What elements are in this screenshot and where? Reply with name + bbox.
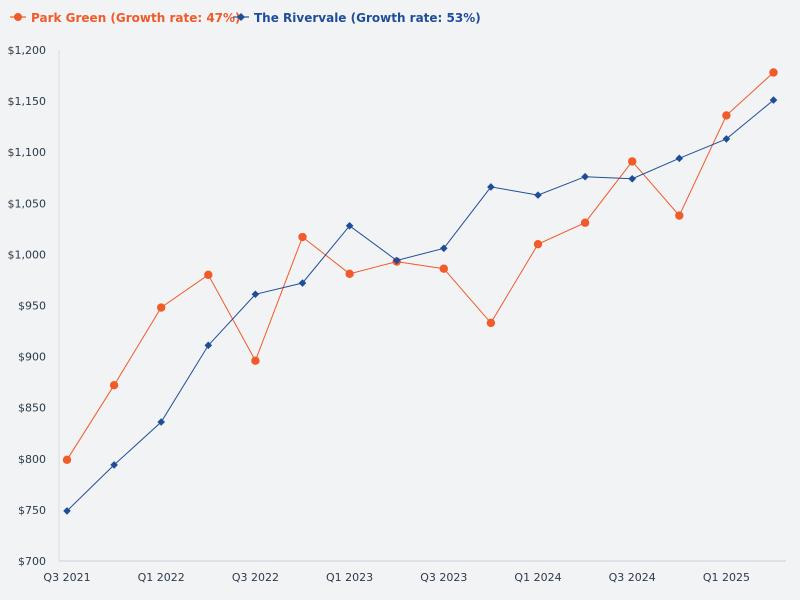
x-tick-label: Q3 2022 [232,571,279,584]
data-point-park-green [580,218,590,227]
x-tick-label: Q3 2023 [420,571,467,584]
data-point-rivervale [487,183,495,191]
data-point-rivervale [345,221,354,230]
data-point-rivervale [534,191,542,199]
series-line-rivervale [66,99,774,512]
data-point-park-green [439,264,448,273]
legend: Park Green (Growth rate: 47%) The Riverv… [10,11,481,25]
data-point-park-green [722,111,731,120]
y-tick-label: $900 [18,351,46,364]
legend-marker-park-green [14,13,22,21]
data-point-rivervale [110,461,118,469]
data-point-rivervale [298,279,307,287]
data-point-park-green [251,356,260,365]
y-tick-label: $1,100 [8,146,47,159]
y-tick-label: $1,150 [8,95,47,108]
plot-area [62,68,778,515]
y-tick-label: $1,200 [8,44,47,57]
y-tick-label: $700 [18,555,46,568]
legend-label-park-green: Park Green (Growth rate: 47%) [31,11,241,25]
data-point-park-green [62,455,72,465]
x-tick-label: Q1 2025 [703,571,750,584]
legend-marker-rivervale [237,13,245,21]
legend-item-park-green[interactable]: Park Green (Growth rate: 47%) [10,11,241,25]
y-tick-label: $1,000 [8,248,47,261]
data-point-rivervale [722,135,731,143]
x-tick-label: Q1 2023 [326,571,373,584]
data-point-park-green [675,211,684,220]
data-point-park-green [628,157,637,166]
x-tick-label: Q1 2024 [514,571,561,584]
data-point-rivervale [251,290,260,299]
data-point-park-green [486,318,496,328]
data-point-rivervale [675,154,684,163]
y-tick-label: $750 [18,504,46,517]
data-point-rivervale [581,172,589,181]
data-point-park-green [157,303,166,312]
legend-label-rivervale: The Rivervale (Growth rate: 53%) [254,11,481,25]
data-point-park-green [769,68,778,77]
y-tick-label: $850 [18,402,46,415]
data-point-park-green [533,239,543,249]
y-tick-label: $800 [18,453,46,466]
data-point-rivervale [628,174,636,183]
x-tick-label: Q1 2022 [138,571,185,584]
data-point-rivervale [769,96,778,104]
y-tick-label: $950 [18,300,46,313]
data-point-park-green [204,270,213,280]
legend-item-rivervale[interactable]: The Rivervale (Growth rate: 53%) [233,11,481,25]
data-point-rivervale [204,341,213,350]
x-tick-label: Q3 2021 [43,571,90,584]
data-point-rivervale [157,418,165,426]
series-line-park-green [66,72,774,461]
data-point-park-green [109,381,119,390]
data-point-park-green [345,269,354,279]
data-point-rivervale [63,507,71,515]
data-point-rivervale [440,244,448,253]
data-point-rivervale [392,256,401,265]
x-tick-label: Q3 2024 [609,571,656,584]
data-point-park-green [298,232,307,242]
y-tick-label: $1,050 [8,197,47,210]
axes: $700 $750 $800 $850 $900 $950 $1,000 $1,050 $1,1… [8,44,786,584]
